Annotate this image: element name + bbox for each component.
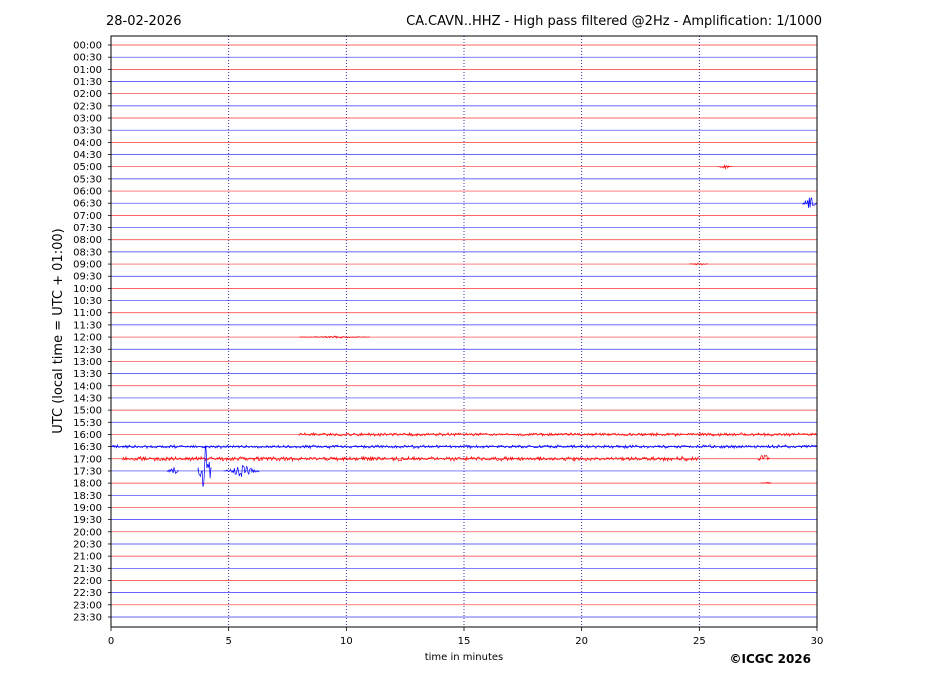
- seismic-event-trace: [802, 197, 817, 208]
- copyright-label: ©ICGC 2026: [729, 652, 811, 666]
- y-tick-label: 13:30: [73, 369, 102, 380]
- y-tick-label: 19:30: [73, 515, 102, 526]
- y-tick-label: 16:30: [73, 442, 102, 453]
- y-tick-label: 11:30: [73, 320, 102, 331]
- y-tick-label: 02:30: [73, 101, 102, 112]
- seismic-event-trace: [110, 443, 817, 450]
- y-tick-label: 14:00: [73, 381, 102, 392]
- y-tick-label: 08:30: [73, 247, 102, 258]
- y-tick-label: 03:30: [73, 126, 102, 137]
- seismic-event-trace: [122, 455, 700, 463]
- x-tick-label: 25: [693, 636, 706, 647]
- seismic-event-trace: [167, 467, 179, 474]
- y-tick-label: 06:00: [73, 187, 102, 198]
- y-tick-label: 12:00: [73, 333, 102, 344]
- y-tick-label: 05:00: [73, 162, 102, 173]
- chart-date: 28-02-2026: [106, 14, 182, 29]
- x-axis-label: time in minutes: [425, 652, 504, 663]
- y-tick-label: 10:00: [73, 284, 102, 295]
- y-tick-label: 02:00: [73, 89, 102, 100]
- y-tick-label: 10:30: [73, 296, 102, 307]
- y-tick-label: 15:00: [73, 406, 102, 417]
- seismic-event-trace: [223, 464, 260, 477]
- y-tick-label: 17:30: [73, 466, 102, 477]
- seismic-event-trace: [757, 454, 770, 462]
- seismic-event-trace: [760, 481, 772, 485]
- y-tick-label: 04:30: [73, 150, 102, 161]
- y-tick-label: 00:30: [73, 53, 102, 64]
- y-tick-label: 16:00: [73, 430, 102, 441]
- y-tick-label: 14:30: [73, 393, 102, 404]
- seismic-event-trace: [299, 335, 370, 340]
- y-tick-label: 22:30: [73, 588, 102, 599]
- y-tick-label: 07:00: [73, 211, 102, 222]
- trace-rows: [111, 44, 817, 618]
- y-tick-label: 18:30: [73, 491, 102, 502]
- seismic-event-trace: [689, 262, 709, 266]
- x-tick-label: 0: [108, 636, 114, 647]
- y-axis-label: UTC (local time = UTC + 01:00): [51, 228, 66, 433]
- y-tick-label: 21:30: [73, 564, 102, 575]
- y-tick-label: 00:00: [73, 41, 102, 52]
- x-tick-label: 20: [575, 636, 588, 647]
- y-tick-label: 09:00: [73, 260, 102, 271]
- y-tick-label: 20:00: [73, 527, 102, 538]
- y-tick-label: 20:30: [73, 539, 102, 550]
- y-tick-label: 18:00: [73, 479, 102, 490]
- y-tick-label: 13:00: [73, 357, 102, 368]
- y-tick-label: 04:00: [73, 138, 102, 149]
- y-tick-label: 22:00: [73, 576, 102, 587]
- y-tick-label: 08:00: [73, 235, 102, 246]
- y-tick-label: 23:00: [73, 600, 102, 611]
- x-tick-label: 30: [811, 636, 824, 647]
- y-tick-label: 07:30: [73, 223, 102, 234]
- y-tick-label: 01:30: [73, 77, 102, 88]
- x-tick-labels: 0 5 10 15 20 25 30: [108, 627, 824, 647]
- seismic-events: [110, 163, 817, 487]
- chart-title: CA.CAVN..HHZ - High pass filtered @2Hz -…: [406, 14, 822, 29]
- y-tick-label: 19:00: [73, 503, 102, 514]
- plot-frame: [110, 35, 818, 628]
- y-tick-label: 03:00: [73, 114, 102, 125]
- seismic-event-trace: [717, 163, 732, 170]
- y-tick-label: 15:30: [73, 418, 102, 429]
- y-tick-label: 21:00: [73, 552, 102, 563]
- y-tick-label: 12:30: [73, 345, 102, 356]
- y-tick-label: 01:00: [73, 65, 102, 76]
- seismic-event-trace: [298, 431, 817, 438]
- y-tick-label: 23:30: [73, 612, 102, 623]
- y-tick-label: 09:30: [73, 272, 102, 283]
- x-tick-label: 10: [340, 636, 353, 647]
- y-tick-label: 11:00: [73, 308, 102, 319]
- y-tick-label: 06:30: [73, 199, 102, 210]
- y-tick-label: 17:00: [73, 454, 102, 465]
- y-tick-label: 05:30: [73, 174, 102, 185]
- x-gridlines: [228, 36, 700, 627]
- x-tick-label: 5: [225, 636, 231, 647]
- seismic-event-trace: [197, 446, 212, 487]
- x-tick-label: 15: [458, 636, 471, 647]
